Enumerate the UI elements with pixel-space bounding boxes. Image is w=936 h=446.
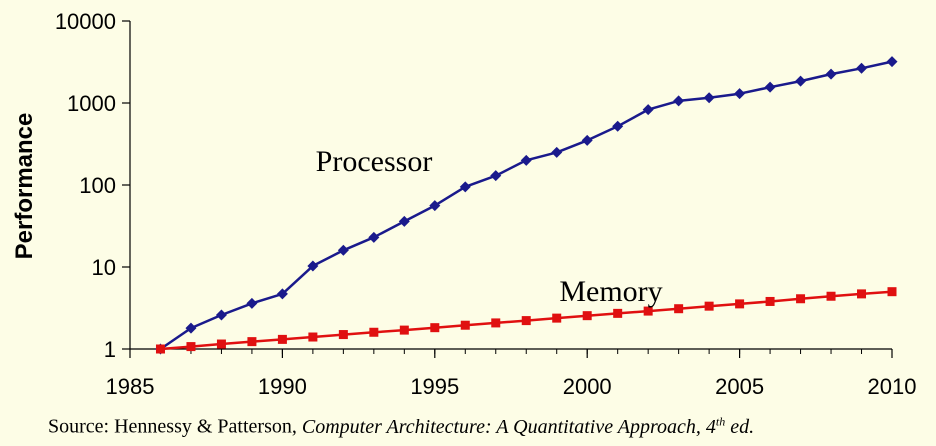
- data-point: [886, 56, 898, 68]
- data-point: [307, 260, 319, 272]
- y-tick-label: 10: [92, 255, 116, 280]
- x-tick-label: 2000: [563, 374, 612, 399]
- data-point: [735, 299, 745, 309]
- data-point: [460, 320, 470, 330]
- data-point: [459, 181, 471, 193]
- data-point: [887, 287, 897, 297]
- axes: 1 10 100 1000 10000 1985 1990 1995 2000 2005 2010: [55, 9, 917, 399]
- source-suffix: ed.: [725, 415, 755, 438]
- source-citation: Source: Hennessy & Patterson, Computer A…: [48, 414, 754, 439]
- data-point: [552, 313, 562, 323]
- data-point: [857, 289, 867, 299]
- data-point: [703, 92, 715, 104]
- data-point: [704, 301, 714, 311]
- source-edition-sup: th: [715, 414, 726, 428]
- data-point: [826, 291, 836, 301]
- y-tick-label: 1: [104, 337, 116, 362]
- x-tick-label: 2005: [715, 374, 764, 399]
- data-point: [521, 316, 531, 326]
- data-point: [673, 95, 685, 107]
- data-point: [612, 120, 624, 132]
- data-point: [581, 134, 593, 146]
- x-tick-label: 2010: [868, 374, 917, 399]
- data-point: [430, 323, 440, 333]
- data-point: [186, 342, 196, 352]
- data-point: [491, 318, 501, 328]
- data-point: [490, 170, 502, 182]
- data-point: [825, 68, 837, 80]
- x-tick-label: 1990: [258, 374, 307, 399]
- series-memory: [155, 287, 897, 354]
- data-point: [398, 215, 410, 227]
- data-point: [276, 288, 288, 300]
- series-layer: [154, 56, 898, 355]
- source-prefix: Source: Hennessy & Patterson,: [48, 415, 302, 438]
- series-label-memory: Memory: [559, 275, 662, 308]
- data-point: [246, 297, 258, 309]
- series-processor: [154, 56, 898, 355]
- data-point: [765, 296, 775, 306]
- data-point: [368, 231, 380, 243]
- data-point: [337, 244, 349, 256]
- data-point: [520, 154, 532, 166]
- y-axis-label: Performance: [11, 113, 38, 260]
- data-point: [369, 327, 379, 337]
- y-tick-label: 100: [79, 173, 116, 198]
- data-point: [185, 322, 197, 334]
- data-point: [734, 88, 746, 100]
- data-point: [338, 330, 348, 340]
- data-point: [795, 75, 807, 87]
- series-label-processor: Processor: [316, 145, 433, 178]
- data-point: [856, 62, 868, 74]
- data-point: [796, 294, 806, 304]
- data-point: [551, 146, 563, 158]
- series-line-processor: [159, 60, 893, 351]
- data-point: [642, 104, 654, 116]
- data-point: [215, 309, 227, 321]
- x-tick-label: 1985: [106, 374, 155, 399]
- data-point: [674, 304, 684, 314]
- y-tick-label: 1000: [67, 91, 116, 116]
- data-point: [216, 339, 226, 349]
- data-point: [582, 311, 592, 321]
- data-point: [277, 334, 287, 344]
- y-tick-label: 10000: [55, 9, 116, 34]
- data-point: [643, 306, 653, 316]
- data-point: [613, 308, 623, 318]
- data-point: [429, 200, 441, 212]
- data-point: [155, 344, 165, 354]
- data-point: [308, 332, 318, 342]
- data-point: [764, 81, 776, 93]
- data-point: [399, 325, 409, 335]
- x-tick-label: 1995: [410, 374, 459, 399]
- data-point: [247, 337, 257, 347]
- source-book-title: Computer Architecture: A Quantitative Ap…: [301, 414, 755, 438]
